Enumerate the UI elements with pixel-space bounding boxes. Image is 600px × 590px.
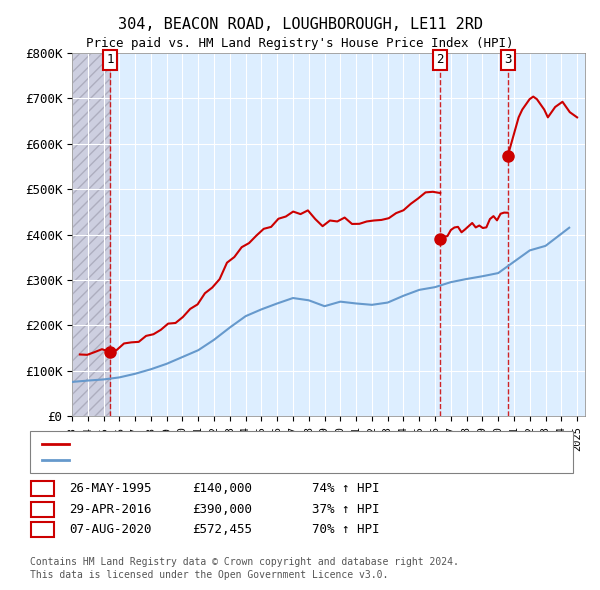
Text: 2: 2 [39, 503, 46, 516]
Text: 1: 1 [106, 54, 113, 67]
Bar [72, 53, 110, 416]
Text: £572,455: £572,455 [192, 523, 252, 536]
Text: £390,000: £390,000 [192, 503, 252, 516]
Text: 304, BEACON ROAD, LOUGHBOROUGH, LE11 2RD (detached house): 304, BEACON ROAD, LOUGHBOROUGH, LE11 2RD… [75, 439, 460, 448]
Text: 29-APR-2016: 29-APR-2016 [69, 503, 151, 516]
Text: 3: 3 [504, 54, 511, 67]
Text: 1: 1 [39, 482, 46, 495]
Text: 37% ↑ HPI: 37% ↑ HPI [312, 503, 380, 516]
Text: 07-AUG-2020: 07-AUG-2020 [69, 523, 151, 536]
Text: 26-MAY-1995: 26-MAY-1995 [69, 482, 151, 495]
Text: HPI: Average price, detached house, Charnwood: HPI: Average price, detached house, Char… [75, 455, 379, 465]
Text: 70% ↑ HPI: 70% ↑ HPI [312, 523, 380, 536]
Text: 74% ↑ HPI: 74% ↑ HPI [312, 482, 380, 495]
Text: This data is licensed under the Open Government Licence v3.0.: This data is licensed under the Open Gov… [30, 571, 388, 580]
Text: 304, BEACON ROAD, LOUGHBOROUGH, LE11 2RD: 304, BEACON ROAD, LOUGHBOROUGH, LE11 2RD [118, 17, 482, 31]
Text: Contains HM Land Registry data © Crown copyright and database right 2024.: Contains HM Land Registry data © Crown c… [30, 557, 459, 566]
Text: £140,000: £140,000 [192, 482, 252, 495]
Text: Price paid vs. HM Land Registry's House Price Index (HPI): Price paid vs. HM Land Registry's House … [86, 37, 514, 50]
Text: 3: 3 [39, 523, 46, 536]
Text: 2: 2 [437, 54, 444, 67]
